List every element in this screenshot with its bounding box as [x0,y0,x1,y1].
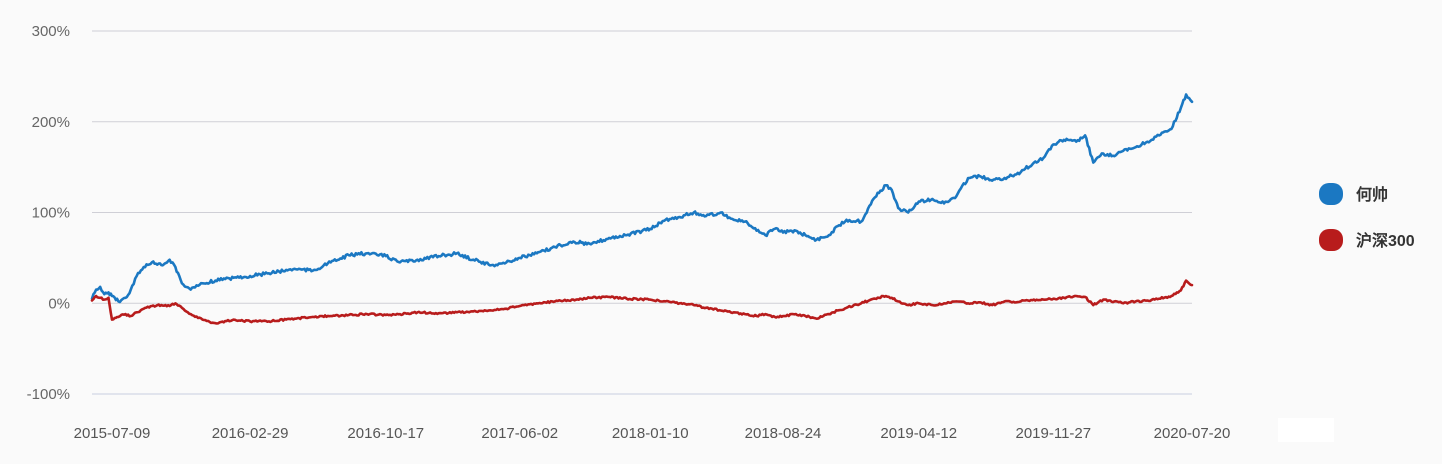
x-tick-label: 2019-04-12 [880,425,957,442]
x-tick-label: 2016-02-29 [212,425,289,442]
grid-layer [92,30,1192,395]
x-tick-label: 2017-06-02 [481,425,558,442]
legend-swatch [1319,229,1343,251]
series-line-1 [90,279,1194,325]
legend-swatch [1319,183,1343,205]
legend-label: 何帅 [1356,185,1388,204]
x-tick-label: 2018-01-10 [612,425,689,442]
x-tick-label: 2016-10-17 [347,425,424,442]
y-tick-label: 300% [32,23,70,40]
x-tick-label: 2018-08-24 [745,425,822,442]
y-axis: 300% 200% 100% 0% -100% [27,23,70,403]
legend-label: 沪深300 [1356,231,1415,250]
x-tick-label: 2019-11-27 [1016,425,1092,442]
y-tick-label: 0% [48,295,70,312]
y-tick-label: -100% [27,386,70,403]
series-layer [90,93,1194,325]
x-tick-label: 2015-07-09 [74,425,151,442]
x-axis: 2015-07-09 2016-02-29 2016-10-17 2017-06-02… [74,425,1231,442]
y-tick-label: 200% [32,114,70,131]
series-line-0 [90,93,1194,304]
x-tick-label: 2020-07-20 [1154,425,1231,442]
label-cover [1278,418,1334,442]
y-tick-label: 100% [32,205,70,222]
